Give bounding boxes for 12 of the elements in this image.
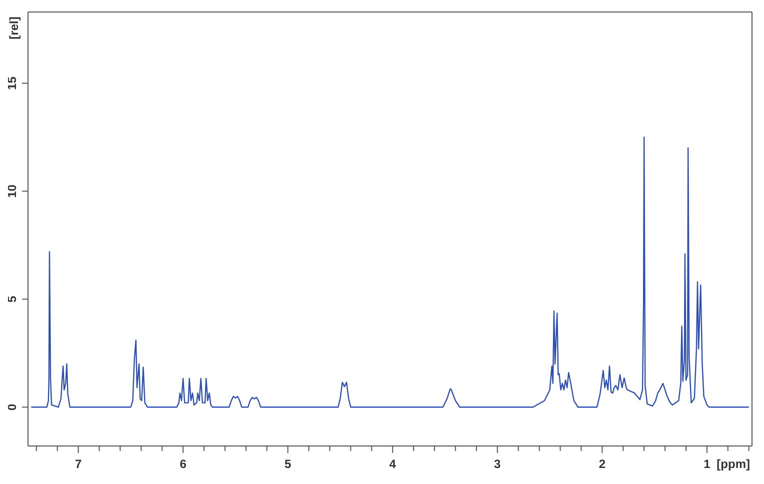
x-axis-title: [ppm] xyxy=(716,457,750,471)
x-tick-label: 6 xyxy=(180,457,187,471)
x-tick-label: 2 xyxy=(598,457,606,471)
x-tick-label: 1 xyxy=(704,457,711,471)
y-axis-title: [rel] xyxy=(7,16,21,40)
x-tick-label: 4 xyxy=(389,457,396,471)
x-tick-label: 5 xyxy=(284,457,292,471)
y-tick-label: 5 xyxy=(5,296,19,303)
line-series xyxy=(30,136,750,408)
x-tick-label: 3 xyxy=(494,457,502,471)
y-tick-label: 15 xyxy=(5,76,19,90)
x-tick-label: 7 xyxy=(74,457,82,471)
